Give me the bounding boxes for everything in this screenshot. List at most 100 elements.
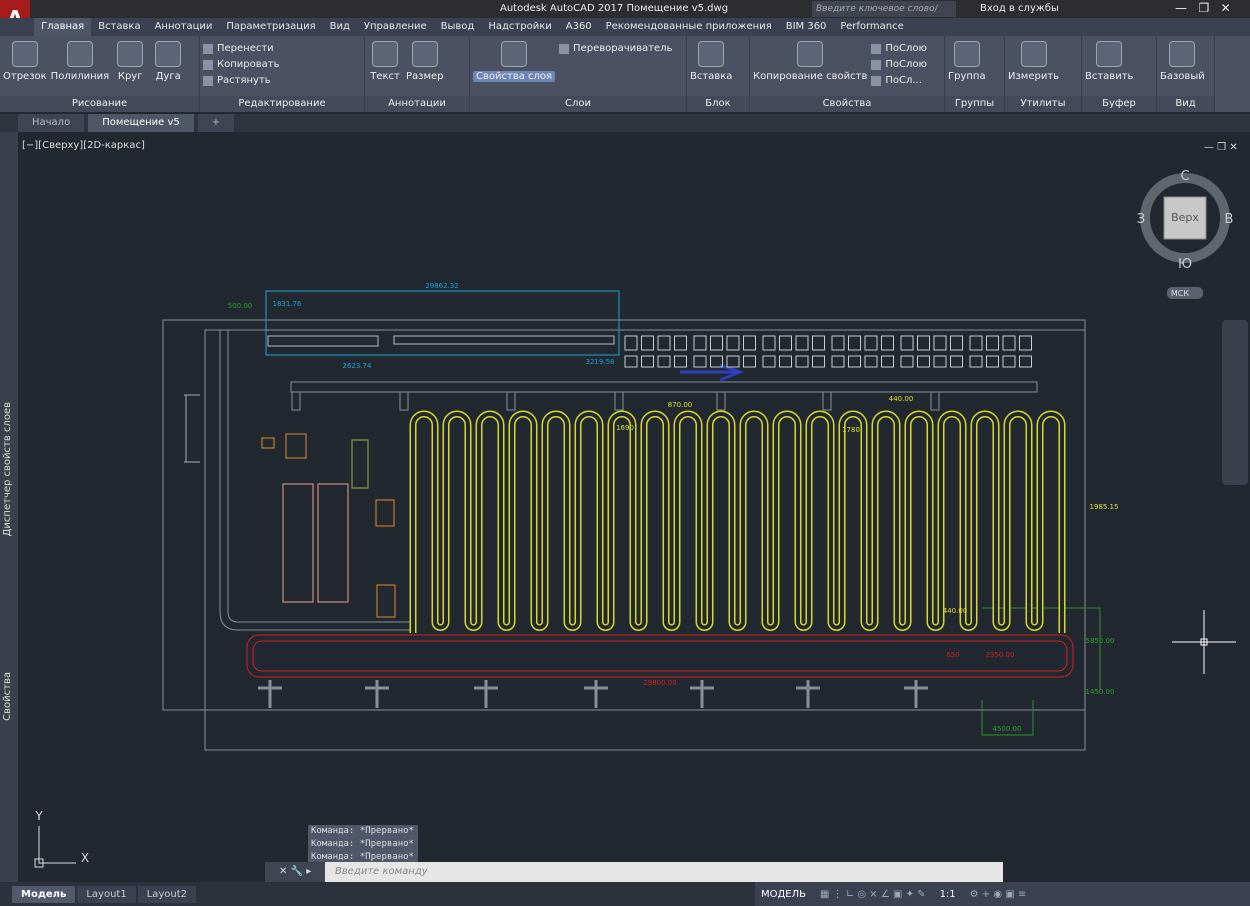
block	[950, 335, 963, 351]
panel-title[interactable]: Утилиты	[1005, 96, 1081, 112]
panel-body: Измерить	[1005, 36, 1081, 97]
ribbon-button[interactable]: Полилиния	[51, 39, 109, 82]
viewcube-east[interactable]: В	[1225, 212, 1234, 227]
viewcube-north[interactable]: С	[1180, 169, 1189, 184]
viewcube-south[interactable]: Ю	[1178, 257, 1192, 272]
button-list: Перенести Копировать Растянуть	[203, 39, 279, 86]
panel-title[interactable]: Свойства	[750, 96, 944, 112]
ribbon-tab[interactable]: Вид	[329, 21, 350, 32]
status-icons[interactable]: ▦ ⋮ ∟ ◎ ⨯ ∠ ▣ ✦ ✎	[820, 888, 926, 900]
button-label: Отрезок	[3, 71, 47, 82]
status-icons-right[interactable]: ⚙ + ◉ ▣ ≡	[969, 888, 1027, 900]
ribbon-panel: Группа Группы	[945, 36, 1005, 112]
model-space-toggle[interactable]: МОДЕЛЬ	[761, 888, 807, 900]
button-icon	[11, 41, 38, 67]
block	[743, 335, 756, 351]
ribbon-tab[interactable]: Параметризация	[226, 21, 316, 32]
viewcube[interactable]: Верх С В Ю З МСК	[1137, 169, 1234, 299]
command-input[interactable]: Введите команду	[265, 862, 1003, 882]
block	[917, 355, 930, 368]
ribbon-button[interactable]: Размер	[406, 39, 444, 82]
button-icon	[411, 41, 438, 67]
crosshair	[1172, 610, 1236, 674]
document-tab[interactable]: Помещение v5	[88, 114, 194, 132]
button-label: Вставить	[1085, 71, 1134, 82]
panel-title[interactable]: Группы	[945, 96, 1004, 112]
dimension-label: 1450.00	[1086, 688, 1115, 696]
ribbon-panel: Измерить Утилиты	[1005, 36, 1082, 112]
ribbon-tab[interactable]: Аннотации	[154, 21, 213, 32]
panel-title[interactable]: Рисование	[0, 96, 199, 112]
properties-palette-tab[interactable]: Свойства	[2, 672, 13, 721]
ribbon-tab[interactable]: Управление	[363, 21, 427, 32]
ribbon-button[interactable]: Группа	[948, 39, 986, 82]
ribbon-tab[interactable]: Вставка	[98, 21, 141, 32]
ribbon-button[interactable]: Измерить	[1008, 39, 1059, 82]
support	[584, 680, 608, 708]
ribbon-tab[interactable]: Вывод	[440, 21, 475, 32]
ribbon-button[interactable]: Круг	[113, 39, 147, 82]
loop-inner	[411, 412, 1064, 633]
block	[743, 355, 756, 368]
panel-title[interactable]: Вид	[1157, 96, 1214, 112]
ribbon-button[interactable]: ПоСл...	[871, 75, 927, 86]
layout-tab[interactable]: Layout2	[137, 885, 197, 903]
ribbon-tab[interactable]: Надстройки	[488, 21, 552, 32]
ribbon-tab[interactable]: Главная	[34, 18, 92, 36]
support	[365, 680, 389, 708]
annotation-scale[interactable]: 1:1	[939, 888, 956, 900]
panel-title[interactable]: Буфер обмена	[1082, 96, 1156, 125]
ribbon-tab[interactable]: A360	[565, 21, 592, 32]
layout-tab[interactable]: Layout1	[77, 885, 136, 903]
post	[506, 391, 516, 411]
viewcube-west[interactable]: З	[1137, 212, 1145, 227]
ribbon-tab[interactable]: Рекомендованные приложения	[605, 21, 772, 32]
button-label: Переворачиватель	[573, 43, 673, 54]
ribbon-button[interactable]: Базовый	[1160, 39, 1205, 82]
ribbon-button[interactable]: Переворачиватель	[559, 43, 672, 54]
viewport-label[interactable]: [−][Сверху][2D-каркас]	[22, 140, 145, 151]
sign-in[interactable]: Вход в службы	[980, 3, 1059, 14]
ribbon-button[interactable]: Перенести	[203, 43, 279, 54]
ribbon-button[interactable]: Копировать	[203, 59, 279, 70]
ribbon-tab[interactable]: Performance	[840, 21, 904, 32]
panel-title[interactable]: Редактирование	[200, 96, 364, 112]
viewcube-face[interactable]: Верх	[1171, 211, 1199, 224]
block	[710, 335, 723, 351]
status-bar: МОДЕЛЬ ▦ ⋮ ∟ ◎ ⨯ ∠ ▣ ✦ ✎ 1:1 ⚙ + ◉ ▣ ≡	[755, 882, 1250, 906]
ribbon-tabs: Главная Вставка Аннотации Параметризация Вид…	[0, 18, 1250, 36]
layout-tab[interactable]: Модель	[12, 885, 76, 903]
ribbon-button[interactable]: ПоСлою	[871, 43, 927, 54]
post	[930, 391, 940, 411]
new-tab-button[interactable]: +	[197, 114, 235, 132]
bottom-bar: Модель Layout1 Layout2 МОДЕЛЬ ▦ ⋮ ∟ ◎ ⨯ ∠ …	[0, 882, 1250, 906]
dimension-label: 29862.32	[425, 282, 458, 290]
history-line: Команда: *Прервано*	[308, 851, 418, 864]
panel-title[interactable]: Блок	[687, 96, 749, 112]
ribbon-button[interactable]: Растянуть	[203, 75, 279, 86]
ribbon-button[interactable]: Текст	[368, 39, 402, 82]
ribbon-button[interactable]: Вставить	[1085, 39, 1133, 82]
ribbon-button[interactable]: Вставка	[690, 39, 732, 82]
layer-palette-tab[interactable]: Диспетчер свойств слоев	[2, 402, 13, 537]
block	[900, 335, 914, 351]
ucs-menu[interactable]: МСК	[1171, 289, 1189, 298]
command-buttons[interactable]: ✕ 🔧 ▸	[265, 862, 325, 882]
document-tab[interactable]: Начало	[18, 114, 85, 132]
ribbon-button[interactable]: Свойства слоя	[473, 39, 556, 82]
panel-title[interactable]: Слои	[470, 96, 686, 112]
window-controls[interactable]: — ❐ ✕	[1175, 1, 1231, 15]
block	[1002, 355, 1016, 368]
viewport-controls[interactable]: — ❐ ✕	[1204, 142, 1238, 153]
ribbon-button[interactable]: Отрезок	[3, 39, 47, 82]
ribbon-button[interactable]: ПоСлою	[871, 59, 927, 70]
ribbon-button[interactable]: Копирование свойств	[753, 39, 867, 82]
ribbon-button[interactable]: Дуга	[151, 39, 185, 82]
panel-title[interactable]: Аннотации	[365, 96, 469, 112]
ribbon-tab[interactable]: BIM 360	[785, 21, 827, 32]
block	[986, 335, 999, 351]
button-list: Переворачиватель	[559, 39, 672, 54]
navigation-bar[interactable]	[1222, 320, 1248, 485]
search-box[interactable]: Введите ключевое слово/фразу	[812, 1, 956, 30]
button-label: Текст	[370, 71, 400, 82]
